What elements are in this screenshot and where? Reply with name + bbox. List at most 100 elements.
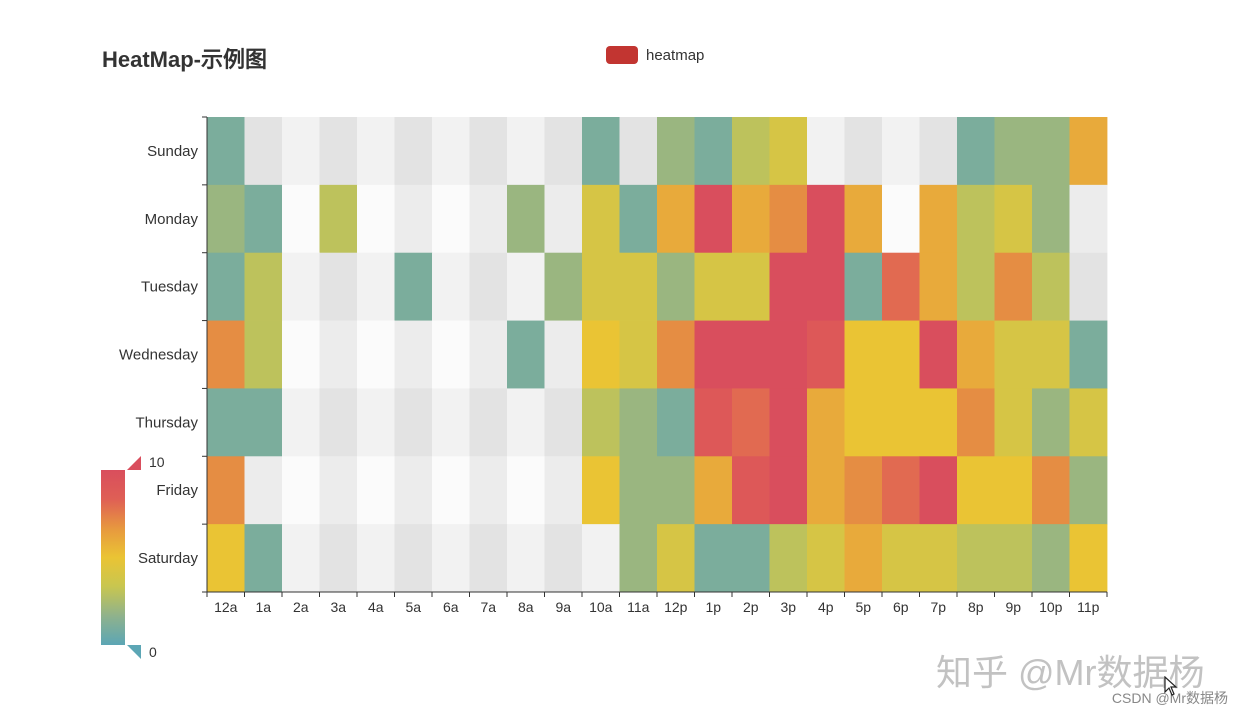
heatmap-cell[interactable] <box>244 524 283 593</box>
heatmap-cell[interactable] <box>432 184 470 254</box>
heatmap-cell[interactable] <box>507 456 545 525</box>
heatmap-cell[interactable] <box>769 117 808 186</box>
heatmap-cell[interactable] <box>244 320 283 389</box>
heatmap-cell[interactable] <box>1032 524 1070 593</box>
heatmap-cell[interactable] <box>657 252 695 321</box>
heatmap-cell[interactable] <box>1069 456 1108 525</box>
heatmap-cell[interactable] <box>919 117 958 186</box>
heatmap-cell[interactable] <box>357 252 395 321</box>
legend[interactable]: heatmap <box>606 46 704 64</box>
visual-map-max-handle-icon[interactable] <box>127 456 141 470</box>
heatmap-cell[interactable] <box>807 388 845 457</box>
heatmap-cell[interactable] <box>282 117 320 186</box>
heatmap-cell[interactable] <box>657 117 695 186</box>
heatmap-cell[interactable] <box>432 456 470 525</box>
heatmap-cell[interactable] <box>469 320 508 389</box>
heatmap-cell[interactable] <box>469 252 508 321</box>
heatmap-cell[interactable] <box>807 456 845 525</box>
heatmap-cell[interactable] <box>619 184 658 254</box>
heatmap-cell[interactable] <box>582 456 620 525</box>
heatmap-cell[interactable] <box>694 252 733 321</box>
heatmap-cell[interactable] <box>919 524 958 593</box>
heatmap-cell[interactable] <box>544 456 583 525</box>
heatmap-cell[interactable] <box>282 252 320 321</box>
heatmap-cell[interactable] <box>319 184 358 254</box>
heatmap-cell[interactable] <box>844 320 883 389</box>
heatmap-cell[interactable] <box>357 456 395 525</box>
heatmap-cell[interactable] <box>1069 184 1108 254</box>
heatmap-cell[interactable] <box>769 184 808 254</box>
heatmap-cell[interactable] <box>882 252 920 321</box>
heatmap-cell[interactable] <box>994 524 1033 593</box>
heatmap-cell[interactable] <box>619 456 658 525</box>
heatmap-cell[interactable] <box>657 320 695 389</box>
heatmap-cell[interactable] <box>432 117 470 186</box>
heatmap-cell[interactable] <box>507 252 545 321</box>
heatmap-cell[interactable] <box>244 117 283 186</box>
heatmap-cell[interactable] <box>919 320 958 389</box>
heatmap-cell[interactable] <box>244 456 283 525</box>
heatmap-cell[interactable] <box>619 320 658 389</box>
heatmap-cell[interactable] <box>732 456 770 525</box>
heatmap-cell[interactable] <box>582 524 620 593</box>
heatmap-cell[interactable] <box>507 320 545 389</box>
heatmap-cell[interactable] <box>732 388 770 457</box>
heatmap-cell[interactable] <box>244 184 283 254</box>
heatmap-cell[interactable] <box>994 456 1033 525</box>
heatmap-cell[interactable] <box>394 388 433 457</box>
heatmap-cell[interactable] <box>582 184 620 254</box>
heatmap-cell[interactable] <box>1069 524 1108 593</box>
heatmap-cell[interactable] <box>394 320 433 389</box>
heatmap-cell[interactable] <box>1032 252 1070 321</box>
heatmap-cell[interactable] <box>769 524 808 593</box>
heatmap-cell[interactable] <box>994 388 1033 457</box>
heatmap-cell[interactable] <box>282 456 320 525</box>
heatmap-cell[interactable] <box>507 184 545 254</box>
heatmap-cell[interactable] <box>544 184 583 254</box>
heatmap-cell[interactable] <box>207 252 245 321</box>
heatmap-cell[interactable] <box>544 117 583 186</box>
heatmap-cell[interactable] <box>207 456 245 525</box>
heatmap-cell[interactable] <box>1069 388 1108 457</box>
heatmap-cell[interactable] <box>882 524 920 593</box>
heatmap-cell[interactable] <box>582 252 620 321</box>
legend-swatch[interactable] <box>606 46 638 64</box>
heatmap-cell[interactable] <box>957 388 995 457</box>
heatmap-cell[interactable] <box>732 320 770 389</box>
heatmap-cell[interactable] <box>844 388 883 457</box>
heatmap-cell[interactable] <box>769 388 808 457</box>
heatmap-cell[interactable] <box>244 388 283 457</box>
heatmap-cell[interactable] <box>207 184 245 254</box>
heatmap-cell[interactable] <box>357 184 395 254</box>
heatmap-cell[interactable] <box>919 388 958 457</box>
heatmap-cell[interactable] <box>1069 320 1108 389</box>
heatmap-cell[interactable] <box>882 456 920 525</box>
heatmap-cell[interactable] <box>544 524 583 593</box>
heatmap-cell[interactable] <box>994 252 1033 321</box>
heatmap-cell[interactable] <box>807 117 845 186</box>
heatmap-cell[interactable] <box>469 117 508 186</box>
heatmap-cell[interactable] <box>882 388 920 457</box>
heatmap-cell[interactable] <box>732 252 770 321</box>
heatmap-cell[interactable] <box>207 388 245 457</box>
visual-map-gradient-bar[interactable] <box>101 470 125 645</box>
heatmap-cell[interactable] <box>282 320 320 389</box>
heatmap-cell[interactable] <box>657 184 695 254</box>
heatmap-cell[interactable] <box>394 456 433 525</box>
heatmap-cell[interactable] <box>207 117 245 186</box>
heatmap-cell[interactable] <box>357 524 395 593</box>
heatmap-cell[interactable] <box>319 524 358 593</box>
heatmap-cell[interactable] <box>957 117 995 186</box>
heatmap-cell[interactable] <box>994 117 1033 186</box>
heatmap-cell[interactable] <box>769 320 808 389</box>
heatmap-cell[interactable] <box>732 184 770 254</box>
heatmap-cell[interactable] <box>957 320 995 389</box>
heatmap-cell[interactable] <box>544 388 583 457</box>
heatmap-cell[interactable] <box>319 252 358 321</box>
heatmap-cell[interactable] <box>844 184 883 254</box>
heatmap-cell[interactable] <box>957 456 995 525</box>
heatmap-cell[interactable] <box>1032 456 1070 525</box>
heatmap-cell[interactable] <box>1032 320 1070 389</box>
heatmap-cell[interactable] <box>507 388 545 457</box>
heatmap-cell[interactable] <box>1069 252 1108 321</box>
